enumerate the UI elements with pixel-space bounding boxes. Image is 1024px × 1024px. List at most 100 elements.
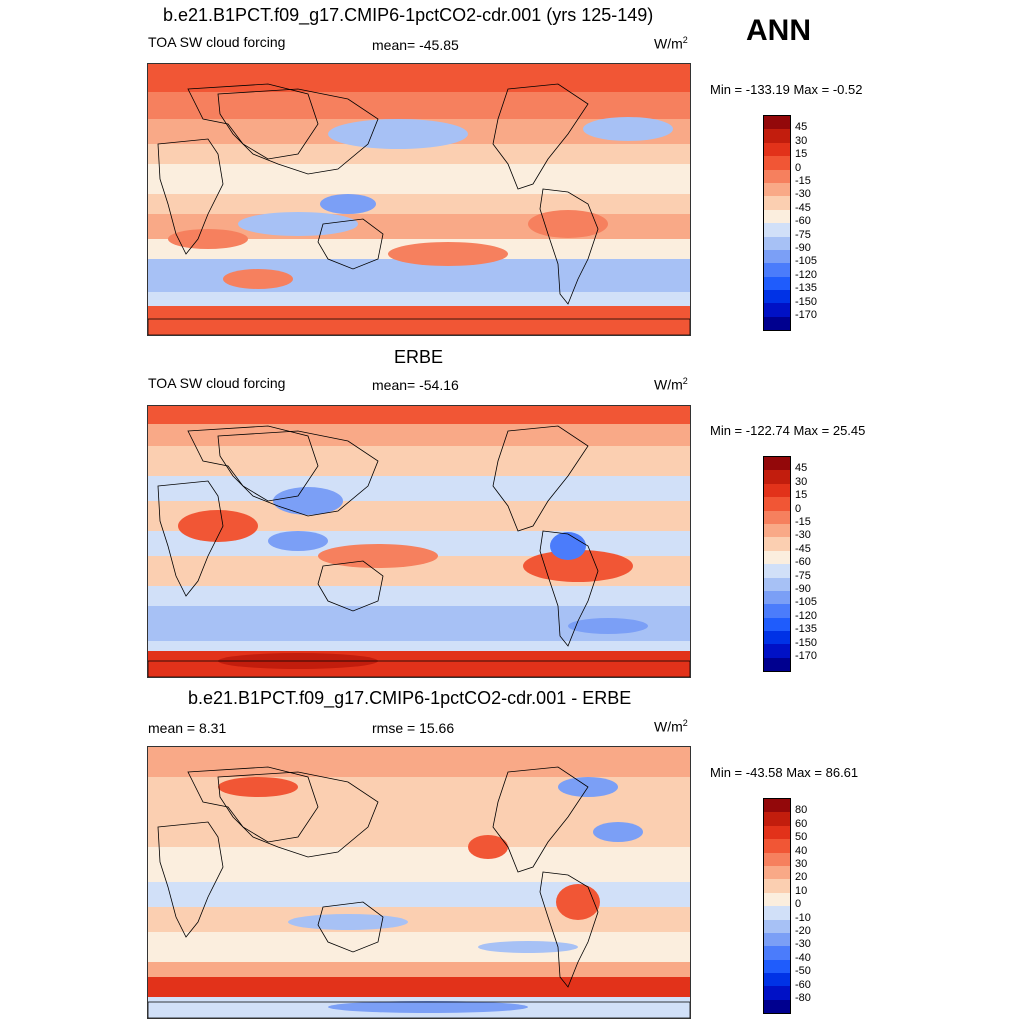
colorbar-tick-label: 30 (795, 475, 808, 488)
colorbar-tick-label: 45 (795, 121, 808, 134)
panel-units-obs: W/m2 (654, 376, 688, 393)
season-label: ANN (746, 14, 811, 47)
coastline (148, 318, 690, 335)
colorbar-tick-label: 45 (795, 462, 808, 475)
colorbar-tick-label: -120 (795, 268, 818, 281)
coastline (317, 560, 384, 612)
coastline (157, 480, 224, 597)
colorbar-tick-label: -40 (795, 951, 811, 964)
colorbar-swatch (764, 263, 790, 277)
map-diff (147, 746, 691, 1019)
coastline (148, 660, 690, 677)
colorbar-swatch (764, 497, 790, 511)
field-feature (223, 269, 293, 289)
coastline (539, 871, 599, 988)
colorbar-tick-label: 0 (795, 161, 802, 174)
field-feature (318, 544, 438, 568)
colorbar-tick-label: 40 (795, 844, 808, 857)
colorbar-swatch (764, 236, 790, 250)
map-model (147, 63, 691, 336)
colorbar-swatch (764, 470, 790, 484)
field-band (148, 306, 690, 335)
field-features (168, 117, 673, 289)
colorbar-tick-label: -90 (795, 583, 811, 595)
colorbar-swatch (764, 973, 790, 987)
colorbar-swatch (764, 169, 790, 183)
field-feature (593, 822, 643, 842)
colorbar-tick-label: 50 (795, 831, 808, 844)
colorbar-tick-label: 15 (795, 489, 808, 502)
colorbar-tick-label: -60 (795, 556, 811, 569)
coastline (539, 530, 599, 647)
colorbar-swatch (764, 932, 790, 947)
colorbar-tick-label: -150 (795, 295, 818, 308)
colorbar-tick-label: 60 (795, 817, 808, 830)
field-feature (320, 194, 376, 214)
field-feature (328, 119, 468, 149)
colorbar-tick-label: -75 (795, 228, 811, 241)
colorbar-swatch (764, 631, 790, 645)
colorbar-tick-label: -60 (795, 978, 811, 991)
colorbar-swatch (764, 986, 790, 1000)
coastline (539, 188, 599, 305)
panel-title-model: b.e21.B1PCT.f09_g17.CMIP6-1pctCO2-cdr.00… (163, 5, 654, 25)
field-feature (478, 941, 578, 953)
field-features (218, 777, 643, 1013)
field-feature (328, 1001, 528, 1013)
colorbar-tick-label: 30 (795, 134, 808, 147)
colorbar-tick-label: -135 (795, 282, 818, 295)
colorbar-swatch (764, 316, 790, 331)
panel-title-diff: b.e21.B1PCT.f09_g17.CMIP6-1pctCO2-cdr.00… (188, 688, 632, 708)
colorbar-swatch (764, 812, 790, 826)
field-feature (273, 487, 343, 515)
field-band (148, 962, 690, 977)
colorbar-swatch (764, 604, 790, 618)
colorbar-swatch (764, 959, 790, 974)
colorbar-swatch (764, 209, 790, 224)
field-feature (288, 914, 408, 930)
field-band (148, 164, 690, 194)
coastline (492, 425, 589, 532)
colorbar-swatches (763, 115, 791, 332)
field-band (148, 292, 690, 306)
colorbar-swatch (764, 919, 790, 933)
colorbar-tick-label: 20 (795, 871, 808, 884)
colorbar-tick-label: -105 (795, 596, 818, 609)
colorbar-swatch (764, 577, 790, 591)
colorbar-tick-label: -10 (795, 911, 811, 924)
field-feature (268, 531, 328, 551)
field-feature (168, 229, 248, 249)
panel-units-model: W/m2 (654, 35, 688, 52)
coastline (217, 771, 379, 858)
field-bands (148, 64, 690, 335)
colorbar-tick-label: -75 (795, 569, 811, 582)
minmax-diff: Min = -43.58 Max = 86.61 (710, 765, 859, 780)
coastline (157, 138, 224, 255)
colorbar-swatch (764, 129, 790, 143)
panel-left-label-model: TOA SW cloud forcing (148, 34, 286, 50)
field-band (148, 747, 690, 777)
colorbar-swatch (764, 196, 790, 210)
field-feature (178, 510, 258, 542)
map-obs (147, 405, 691, 678)
colorbar-swatch (764, 223, 790, 237)
panel-left-label-obs: TOA SW cloud forcing (148, 375, 286, 391)
field-feature (550, 532, 586, 560)
colorbar-swatch (764, 550, 790, 565)
coastline (217, 88, 379, 175)
field-bands (148, 406, 690, 677)
colorbar-tick-label: -45 (795, 201, 811, 214)
colorbar-swatch (764, 839, 790, 853)
colorbar-swatch (764, 276, 790, 291)
colorbar-swatch (764, 303, 790, 317)
colorbar-swatch (764, 999, 790, 1014)
colorbar-tick-label: -20 (795, 925, 811, 937)
field-band (148, 932, 690, 962)
colorbar-swatch (764, 156, 790, 170)
colorbar-swatch (764, 142, 790, 157)
field-band (148, 194, 690, 214)
colorbar-tick-label: -170 (795, 650, 818, 662)
colorbar-swatch (764, 564, 790, 578)
panel-units-diff: W/m2 (654, 718, 688, 735)
colorbar-swatch (764, 879, 790, 893)
